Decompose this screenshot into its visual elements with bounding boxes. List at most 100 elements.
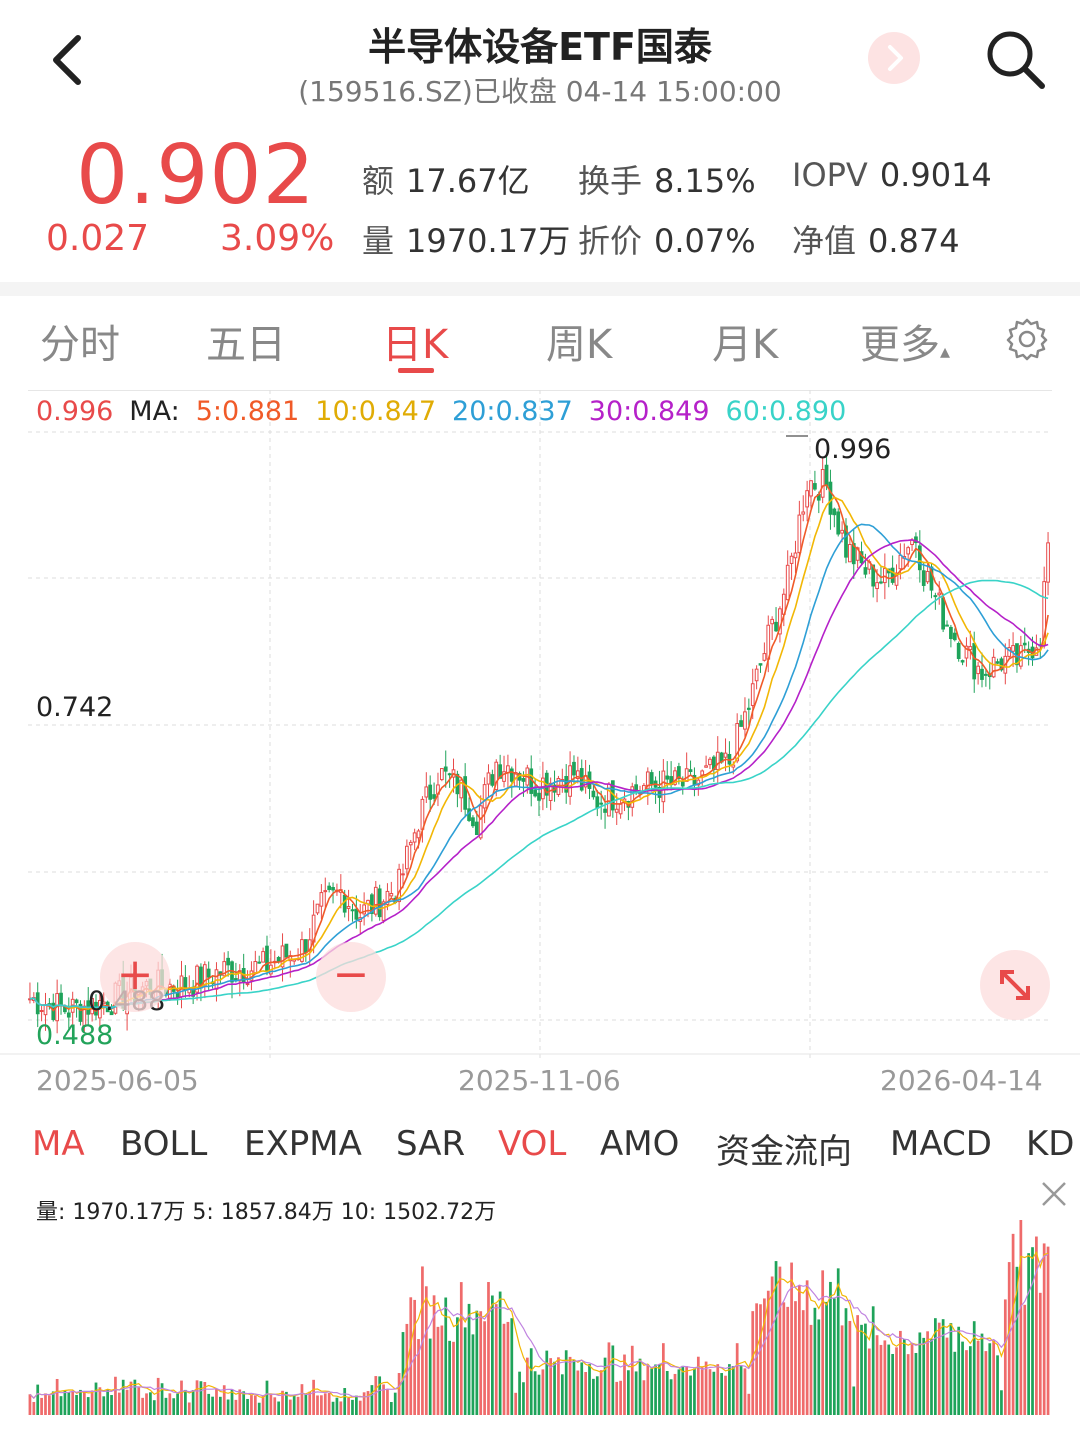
close-icon[interactable] <box>1040 1180 1068 1208</box>
kline-chart[interactable] <box>0 380 1080 1060</box>
candle <box>770 618 775 625</box>
volume-bar <box>972 1321 976 1415</box>
candle <box>1018 645 1023 667</box>
candle <box>743 711 747 730</box>
indicator-tab-amo[interactable]: AMO <box>600 1124 680 1164</box>
volume-bar <box>1007 1262 1011 1415</box>
gear-icon[interactable] <box>1004 316 1050 362</box>
candle <box>708 758 712 766</box>
section-divider <box>0 282 1080 296</box>
candle <box>879 581 883 584</box>
volume-bar <box>906 1354 910 1415</box>
candle <box>323 890 328 893</box>
chevron-left-icon[interactable] <box>40 28 100 88</box>
volume-bar <box>506 1321 510 1415</box>
indicator-tab-vol[interactable]: VOL <box>498 1124 567 1164</box>
indicator-tab-fund-flow[interactable]: 资金流向 <box>716 1132 852 1172</box>
tab-weekly-k[interactable]: 周K <box>546 322 613 368</box>
candle <box>820 469 825 498</box>
candle <box>715 751 720 771</box>
zoom-in-button[interactable]: + <box>100 942 170 1012</box>
volume-bar <box>514 1392 518 1415</box>
volume-bar <box>160 1383 164 1415</box>
volume-bar <box>358 1400 362 1415</box>
candle <box>832 508 837 516</box>
candle <box>875 582 879 590</box>
volume-bar <box>125 1389 129 1415</box>
volume-bar <box>829 1281 832 1415</box>
volume-bar <box>926 1331 929 1415</box>
zoom-out-button[interactable]: − <box>316 942 386 1012</box>
volume-bar <box>778 1266 782 1415</box>
volume-bar <box>941 1319 945 1415</box>
candle <box>502 771 506 782</box>
volume-bar <box>720 1373 723 1415</box>
volume-bar <box>347 1397 350 1415</box>
volume-bar <box>386 1389 389 1415</box>
volume-bar <box>300 1384 304 1415</box>
volume-bar <box>502 1323 506 1415</box>
volume-bar <box>401 1332 405 1415</box>
candle <box>925 570 930 583</box>
volume-bar <box>79 1389 82 1415</box>
search-icon[interactable] <box>982 26 1048 92</box>
ma60-value: 60:0.890 <box>725 396 847 427</box>
volume-bar <box>285 1391 288 1415</box>
volume-bar <box>949 1323 953 1415</box>
volume-bar <box>63 1390 67 1415</box>
volume-bar <box>335 1397 339 1415</box>
volume-bar <box>479 1311 483 1415</box>
volume-bar <box>452 1341 455 1415</box>
volume-bar <box>67 1392 71 1415</box>
tab-daily-k[interactable]: 日K <box>382 322 449 368</box>
volume-bar <box>525 1357 529 1415</box>
volume-bar <box>549 1358 553 1415</box>
next-stock-button[interactable] <box>868 32 920 84</box>
candle <box>486 772 491 785</box>
ma30-line <box>29 538 1049 1009</box>
indicator-tab-kd[interactable]: KD <box>1026 1124 1075 1164</box>
candle <box>657 786 662 798</box>
indicator-tab-sar[interactable]: SAR <box>396 1124 466 1164</box>
volume-bar <box>747 1393 751 1415</box>
volume-bar <box>292 1394 296 1415</box>
volume-bar <box>817 1319 821 1415</box>
volume-bar <box>595 1376 599 1415</box>
volume-bar <box>988 1343 992 1415</box>
candle <box>237 970 242 982</box>
volume-bar <box>265 1380 269 1415</box>
candle <box>1011 645 1015 652</box>
volume-bar <box>59 1396 63 1415</box>
candle <box>342 894 347 913</box>
indicator-tab-boll[interactable]: BOLL <box>120 1124 208 1164</box>
volume-bar <box>685 1366 689 1415</box>
fullscreen-button[interactable] <box>980 950 1050 1020</box>
volume-bar <box>918 1332 922 1415</box>
candle <box>917 545 922 571</box>
volume-bar <box>871 1306 875 1415</box>
indicator-tab-macd[interactable]: MACD <box>890 1124 992 1164</box>
stat-nav: 净值 0.874 <box>792 222 960 260</box>
tab-more-label: 更多 <box>860 322 940 368</box>
candle <box>910 539 914 546</box>
zoom-out-icon: − <box>332 949 370 1000</box>
indicator-tabs: MA BOLL EXPMA SAR VOL AMO 资金流向 MACD KD <box>0 1122 1080 1172</box>
tab-intraday[interactable]: 分时 <box>40 322 120 368</box>
volume-bar <box>164 1397 168 1415</box>
candle <box>253 961 258 974</box>
tab-five-day[interactable]: 五日 <box>206 322 286 368</box>
volume-bar <box>491 1295 494 1415</box>
volume-bar <box>755 1303 758 1415</box>
volume-bar <box>28 1394 32 1415</box>
volume-bar <box>261 1396 265 1415</box>
ma60-line <box>29 579 1049 1009</box>
tab-monthly-k[interactable]: 月K <box>712 322 779 368</box>
volume-bar <box>296 1396 300 1415</box>
indicator-tab-ma[interactable]: MA <box>32 1124 85 1164</box>
indicator-tab-expma[interactable]: EXPMA <box>244 1124 362 1164</box>
volume-bar <box>374 1376 378 1415</box>
candle <box>377 888 382 918</box>
volume-bar <box>440 1325 444 1415</box>
volume-bar <box>207 1393 211 1415</box>
tab-more[interactable]: 更多▴ <box>860 312 950 370</box>
